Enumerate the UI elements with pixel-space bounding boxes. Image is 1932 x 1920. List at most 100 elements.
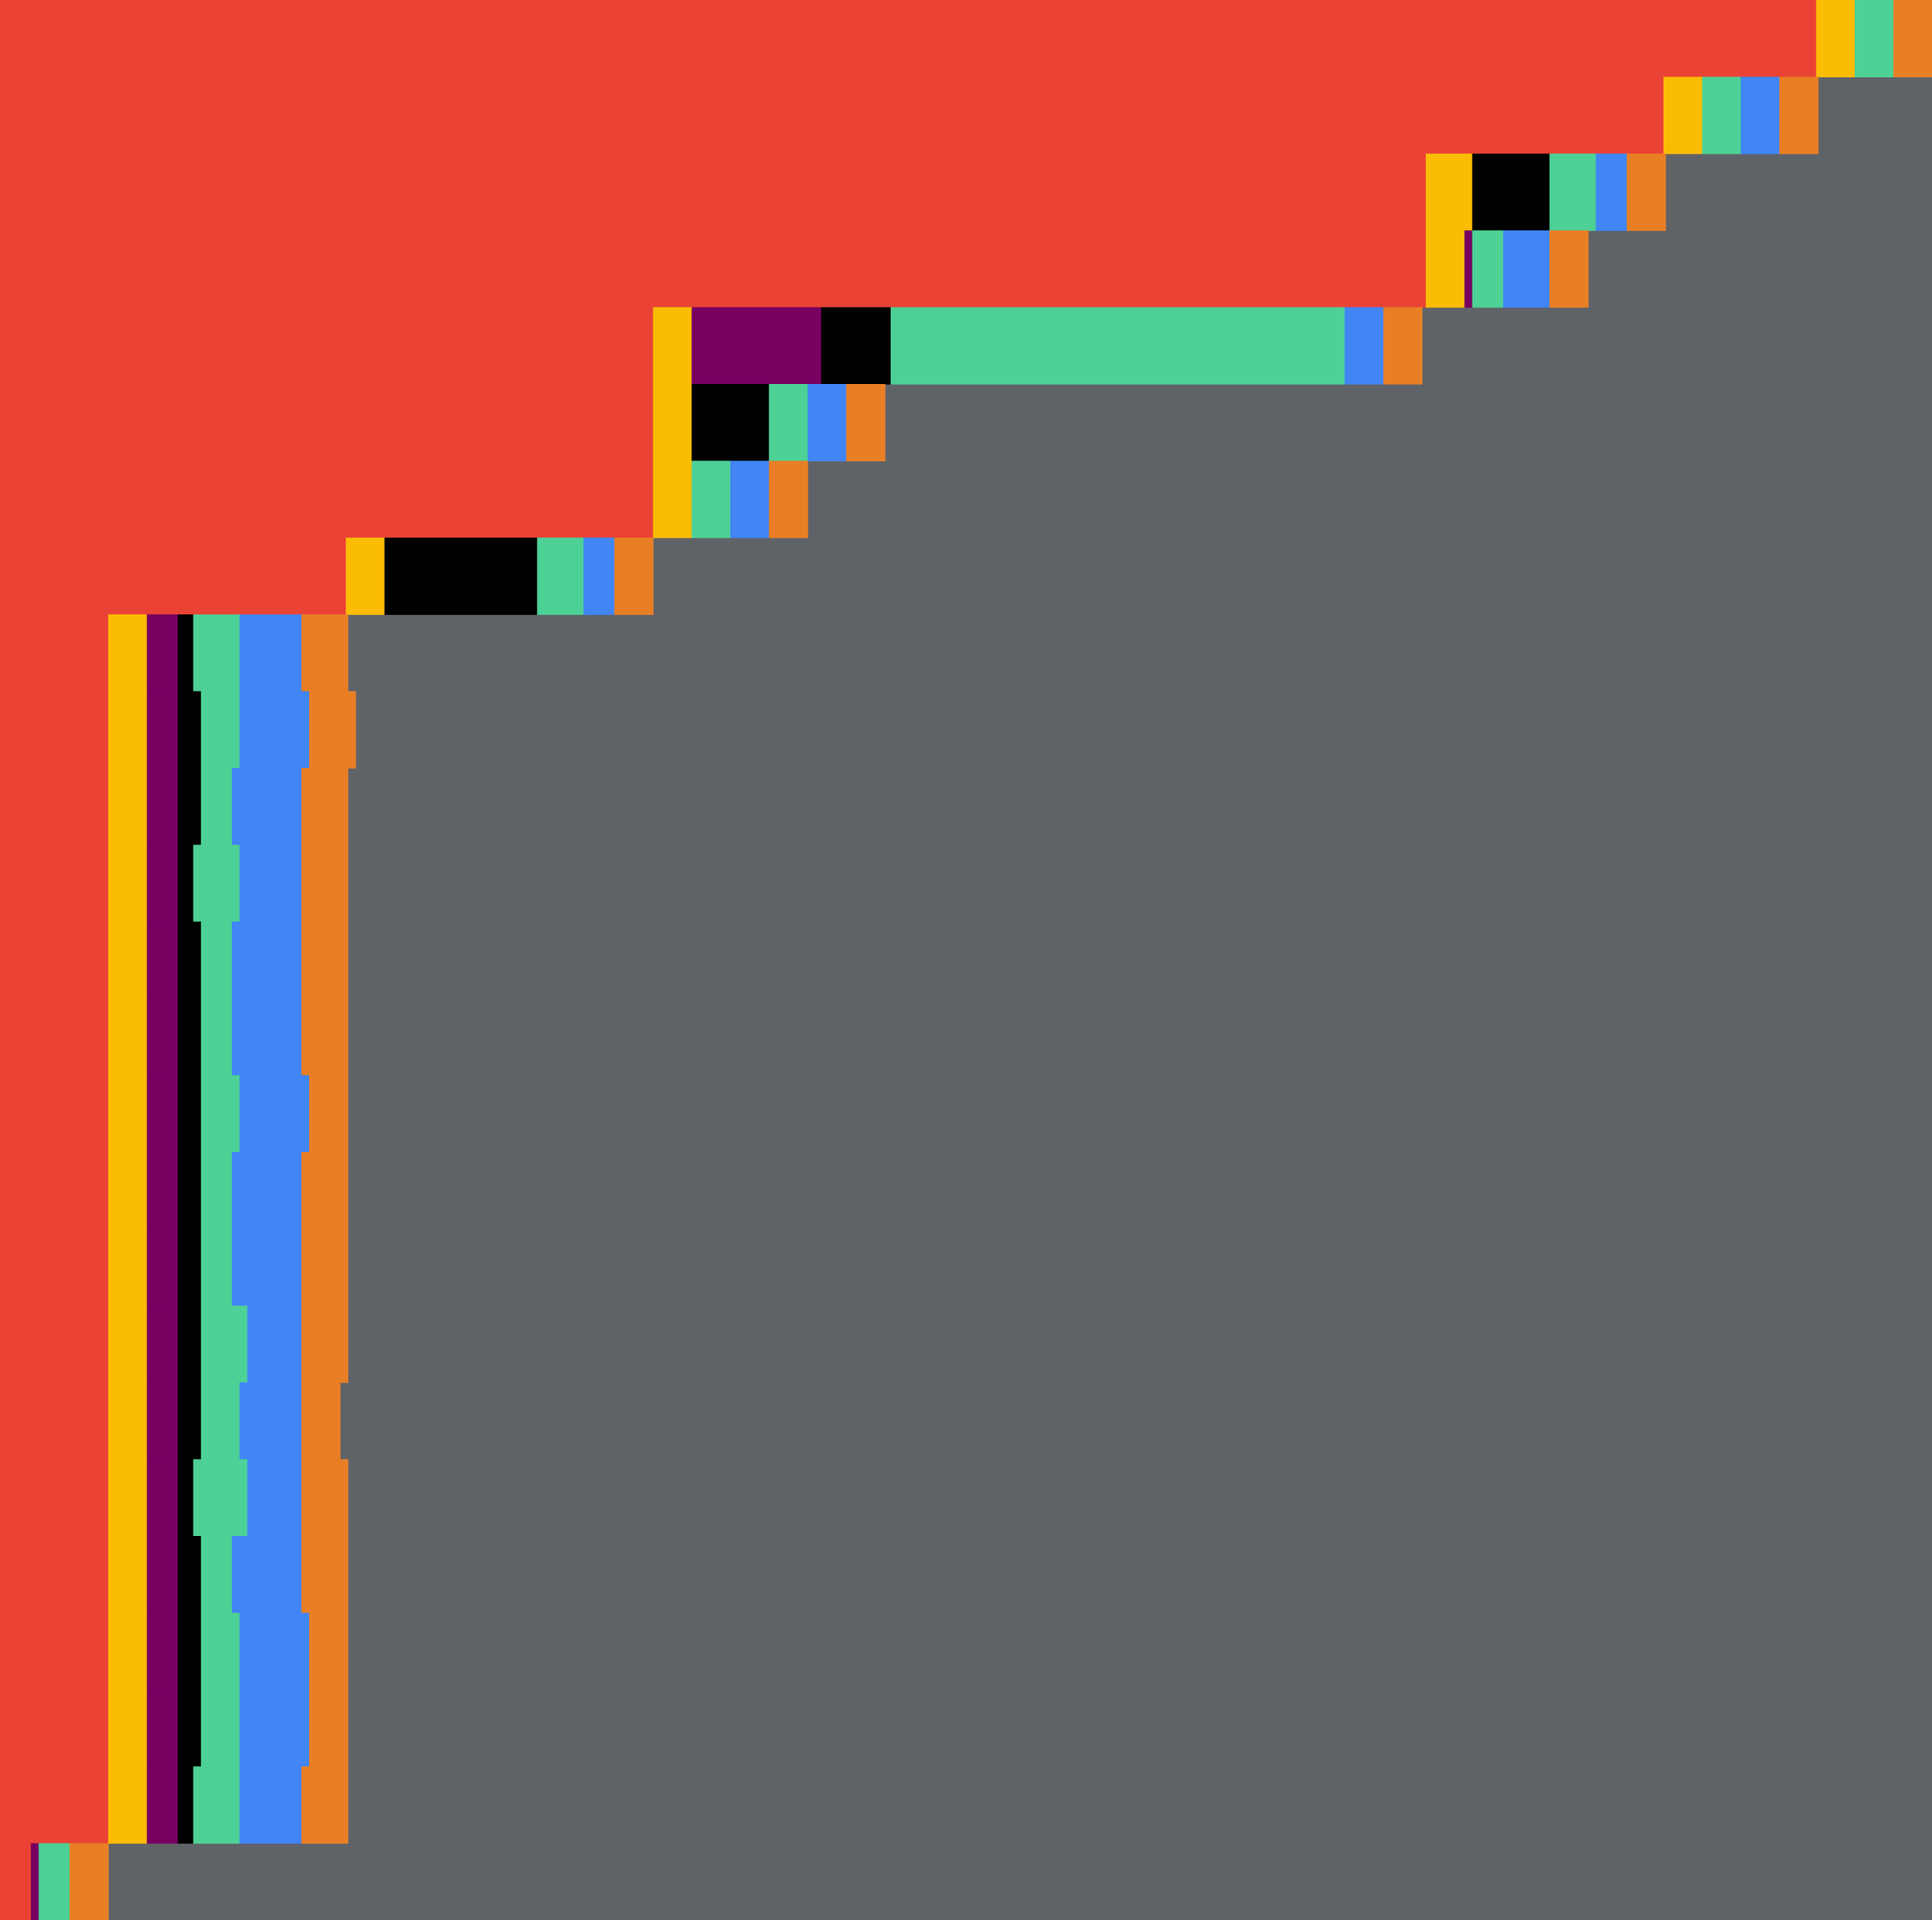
bar-segment (239, 1382, 302, 1460)
bar-segment (537, 537, 584, 615)
bar-segment (146, 691, 179, 769)
bar-segment (691, 384, 769, 461)
bar-segment (0, 1075, 109, 1153)
bar-segment (1383, 307, 1423, 385)
bar-segment (200, 1612, 240, 1691)
bar-segment (177, 1536, 202, 1613)
bar-segment (346, 537, 386, 615)
bar-segment (1663, 76, 1703, 155)
bar-segment (108, 844, 148, 923)
bar-segment (239, 691, 310, 769)
bar-segment (177, 1305, 202, 1383)
bar-segment (1626, 153, 1666, 231)
bar-segment (177, 1075, 202, 1153)
bar-segment (146, 1382, 179, 1460)
bar-segment (108, 1228, 148, 1307)
bar-segment (301, 998, 349, 1076)
bar-segment (108, 1382, 148, 1460)
bar-segment (0, 384, 654, 461)
bar-segment (846, 384, 886, 461)
bar-segment (301, 1228, 349, 1307)
bar-segment (239, 1075, 310, 1153)
bar-segment (0, 1382, 109, 1460)
bar-segment (301, 1536, 349, 1613)
bar-segment (108, 691, 148, 769)
bar-segment (108, 1152, 148, 1229)
bar-segment (301, 614, 349, 692)
bar-segment (1425, 153, 1473, 231)
bar-segment (232, 1228, 302, 1307)
bar-segment (821, 307, 892, 385)
bar-segment (108, 921, 148, 999)
bar-segment (108, 998, 148, 1076)
bar-segment (200, 1152, 233, 1229)
bar-segment (1345, 307, 1384, 385)
bar-segment (0, 230, 1427, 308)
bar-segment (1549, 153, 1597, 231)
bar-segment (146, 1612, 179, 1691)
bar-segment (301, 1459, 349, 1537)
bar-segment (200, 1228, 233, 1307)
bar-segment (146, 1228, 179, 1307)
bar-segment (384, 537, 538, 615)
bar-segment (200, 1305, 248, 1383)
bar-segment (1855, 0, 1895, 77)
bar-segment (108, 768, 148, 845)
bar-segment (177, 1766, 194, 1844)
bar-segment (0, 614, 109, 692)
bar-segment (0, 537, 347, 615)
bar-segment (108, 1766, 148, 1844)
bar-segment (652, 384, 692, 461)
bar-segment (108, 1075, 148, 1153)
bar-segment (232, 768, 302, 845)
bar-segment (177, 768, 202, 845)
bar-segment (1464, 230, 1473, 308)
bar-segment (1740, 76, 1780, 155)
bar-segment (239, 1612, 310, 1691)
bar-segment (890, 307, 1345, 385)
bar-segment (177, 1228, 202, 1307)
bar-segment (652, 307, 692, 385)
bar-segment (177, 691, 202, 769)
bar-segment (232, 921, 302, 999)
bar-segment (301, 844, 349, 923)
bar-segment (1702, 76, 1742, 155)
bar-segment (108, 1305, 148, 1383)
bar-segment (301, 1305, 349, 1383)
bar-segment (301, 921, 349, 999)
bar-segment (1893, 0, 1932, 77)
bar-segment (146, 614, 179, 692)
bar-segment (691, 460, 731, 539)
bar-segment (200, 998, 233, 1076)
bar-segment (0, 1152, 109, 1229)
bar-segment (200, 1075, 240, 1153)
bar-segment (301, 768, 349, 845)
bar-segment (0, 153, 1427, 231)
bar-segment (0, 921, 109, 999)
bar-segment (1779, 76, 1819, 155)
bar-segment (146, 1766, 179, 1844)
bar-segment (108, 1536, 148, 1613)
bar-segment (31, 1843, 40, 1920)
bar-segment (146, 1152, 179, 1229)
bar-segment (301, 1152, 349, 1229)
bar-segment (193, 1766, 240, 1844)
bar-segment (583, 537, 615, 615)
bar-segment (146, 1459, 179, 1537)
bar-segment (146, 998, 179, 1076)
bar-segment (769, 384, 809, 461)
bar-segment (177, 614, 194, 692)
bar-segment (1502, 230, 1551, 308)
bar-segment (146, 1305, 179, 1383)
bar-segment (0, 1689, 109, 1767)
bar-segment (146, 1689, 179, 1767)
bar-segment (1472, 153, 1551, 231)
bar-segment (301, 1382, 341, 1460)
bar-segment (239, 1766, 302, 1844)
bar-segment (309, 1612, 349, 1691)
bar-segment (38, 1843, 71, 1920)
bar-segment (309, 691, 356, 769)
bar-segment (652, 460, 692, 539)
bar-segment (0, 1459, 109, 1537)
